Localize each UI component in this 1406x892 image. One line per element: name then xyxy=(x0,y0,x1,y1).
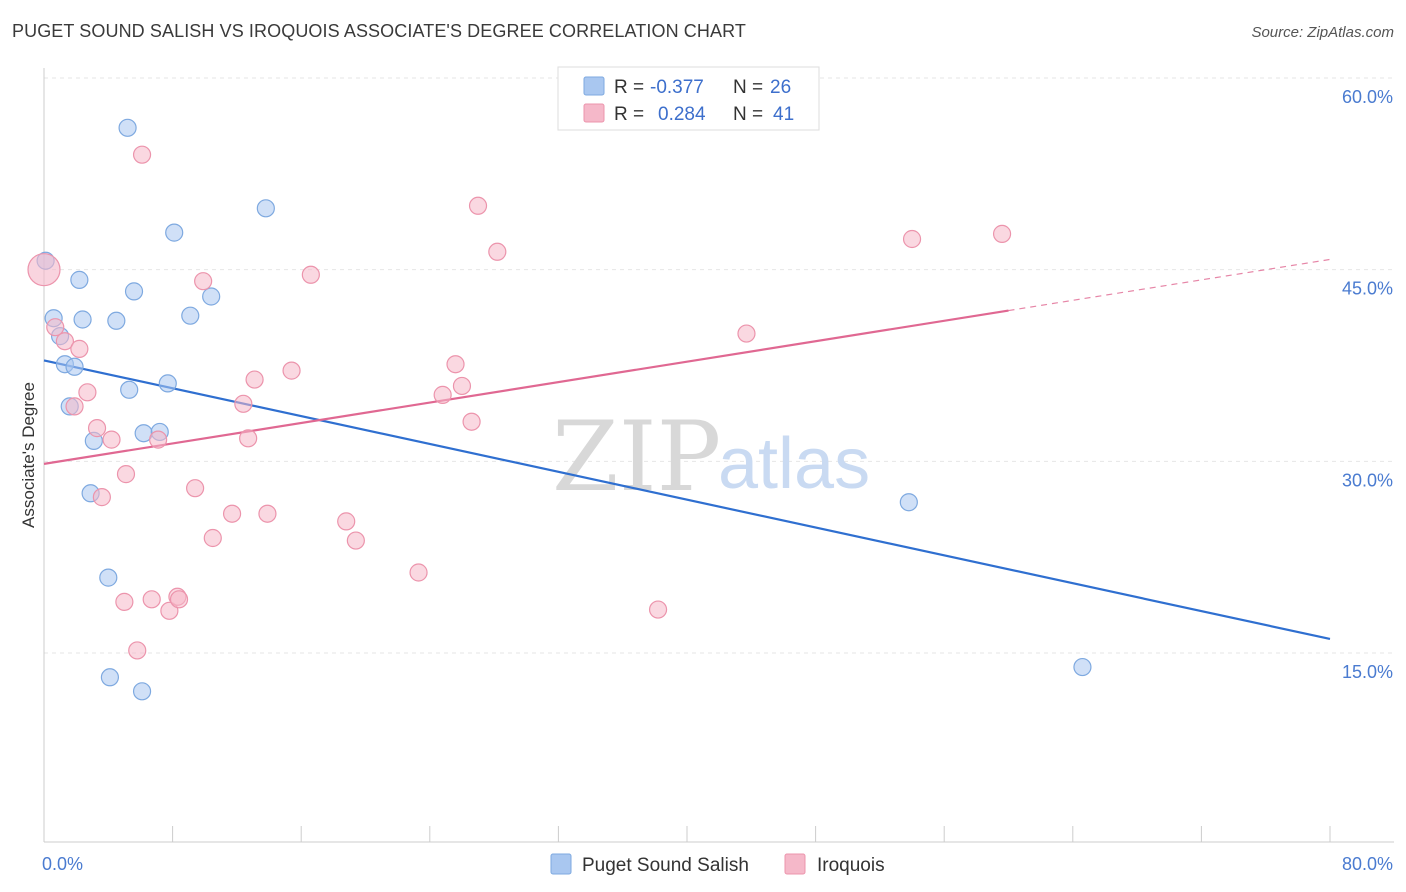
data-point-iroquois xyxy=(222,504,242,523)
data-point-salish xyxy=(202,287,221,306)
series-legend: Puget Sound Salish Iroquois xyxy=(550,853,885,876)
data-point-salish xyxy=(99,568,118,587)
trend-line-salish xyxy=(43,359,1331,641)
data-point-iroquois xyxy=(78,383,97,402)
legend-r-label: R = xyxy=(614,104,644,125)
y-axis-label: Associate's Degree xyxy=(19,382,38,528)
series-label-iroquois: Iroquois xyxy=(817,855,885,876)
data-point-iroquois xyxy=(27,253,61,287)
data-point-iroquois xyxy=(239,429,258,448)
data-point-salish xyxy=(1073,657,1092,677)
data-point-iroquois xyxy=(116,465,136,484)
y-tick-label: 60.0% xyxy=(1342,87,1393,107)
axes xyxy=(43,68,1394,843)
data-point-iroquois xyxy=(452,376,472,396)
data-point-iroquois xyxy=(488,242,507,261)
data-point-iroquois xyxy=(128,641,147,660)
legend-n-label: N = xyxy=(733,104,763,125)
data-point-iroquois xyxy=(301,265,320,284)
data-point-iroquois xyxy=(433,385,452,404)
legend-n-value: 26 xyxy=(770,77,791,98)
data-point-iroquois xyxy=(203,528,222,548)
data-point-iroquois xyxy=(409,563,428,582)
data-point-salish xyxy=(256,199,275,218)
data-point-iroquois xyxy=(902,229,922,249)
data-point-iroquois xyxy=(115,592,134,611)
data-point-iroquois xyxy=(65,397,84,416)
data-point-iroquois xyxy=(92,488,111,507)
data-point-iroquois xyxy=(169,590,189,609)
data-point-iroquois xyxy=(132,145,152,164)
y-tick-label: 45.0% xyxy=(1342,279,1393,299)
data-point-iroquois xyxy=(245,370,264,389)
series-label-salish: Puget Sound Salish xyxy=(582,855,749,876)
gridlines xyxy=(44,77,1394,654)
data-point-iroquois xyxy=(142,590,161,609)
trend-line-iroquois xyxy=(43,309,1009,465)
data-point-iroquois xyxy=(737,324,756,343)
chart-title: PUGET SOUND SALISH VS IROQUOIS ASSOCIATE… xyxy=(12,21,746,41)
data-points xyxy=(27,118,1092,701)
data-point-salish xyxy=(107,311,126,330)
data-point-salish xyxy=(70,270,89,289)
data-point-iroquois xyxy=(992,224,1012,243)
data-point-salish xyxy=(118,118,137,137)
data-point-iroquois xyxy=(462,412,481,431)
y-tick-label: 15.0% xyxy=(1342,662,1393,682)
data-point-iroquois xyxy=(149,430,168,449)
data-point-salish xyxy=(158,374,177,393)
trend-lines xyxy=(43,258,1331,641)
x-tick-label: 0.0% xyxy=(42,854,83,874)
tick-labels: 15.0% 30.0% 45.0% 60.0% 0.0% 80.0% xyxy=(42,87,1393,874)
legend-swatch-iroquois xyxy=(583,103,605,123)
data-point-iroquois xyxy=(102,430,121,449)
data-point-salish xyxy=(899,493,918,512)
data-point-salish xyxy=(124,282,144,301)
data-point-salish xyxy=(181,306,200,325)
series-swatch-iroquois xyxy=(784,853,806,875)
data-point-iroquois xyxy=(468,196,488,215)
legend-r-value: 0.284 xyxy=(658,104,706,125)
data-point-iroquois xyxy=(70,339,89,358)
data-point-iroquois xyxy=(346,531,365,550)
watermark-zip: ZIP xyxy=(552,401,721,513)
data-point-salish xyxy=(100,668,120,687)
series-swatch-salish xyxy=(550,853,572,875)
data-point-iroquois xyxy=(55,332,74,351)
legend-swatch-salish xyxy=(583,76,605,96)
legend-r-value: -0.377 xyxy=(650,77,704,98)
data-point-iroquois xyxy=(337,512,356,531)
watermark-atlas: atlas xyxy=(718,424,870,504)
data-point-salish xyxy=(165,223,184,242)
data-point-salish xyxy=(65,357,84,376)
data-point-salish xyxy=(132,682,152,701)
data-point-iroquois xyxy=(46,318,65,337)
legend-r-label: R = xyxy=(614,77,644,98)
data-point-iroquois xyxy=(194,272,213,291)
data-point-iroquois xyxy=(234,394,253,413)
data-point-salish xyxy=(73,310,92,329)
data-point-iroquois xyxy=(87,419,107,438)
trend-line-extension xyxy=(1008,258,1331,312)
data-point-iroquois xyxy=(446,355,465,374)
data-point-iroquois xyxy=(282,361,301,380)
data-point-iroquois xyxy=(648,600,668,619)
y-tick-label: 30.0% xyxy=(1342,470,1393,490)
x-tick-label: 80.0% xyxy=(1342,854,1393,874)
stats-legend: R = -0.377 N = 26 R = 0.284 N = 41 xyxy=(557,66,820,131)
data-point-iroquois xyxy=(186,479,205,498)
legend-n-value: 41 xyxy=(773,104,794,125)
source-credit: Source: ZipAtlas.com xyxy=(1251,24,1394,41)
legend-n-label: N = xyxy=(733,77,763,98)
data-point-iroquois xyxy=(258,504,277,523)
data-point-salish xyxy=(120,380,139,399)
